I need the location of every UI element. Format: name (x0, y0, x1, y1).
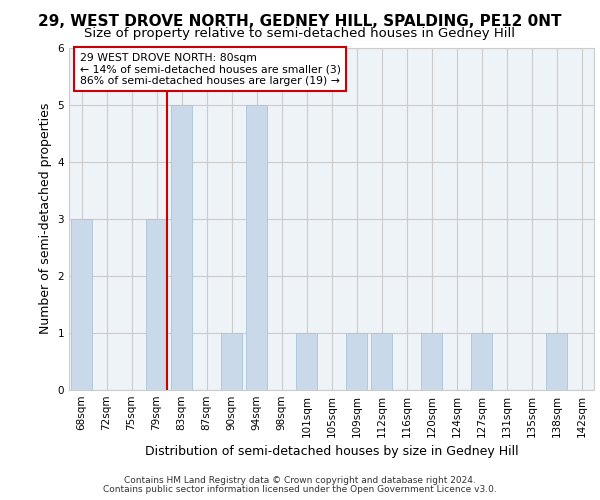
X-axis label: Distribution of semi-detached houses by size in Gedney Hill: Distribution of semi-detached houses by … (145, 446, 518, 458)
Bar (71, 219, 92, 390)
Bar (346, 333, 367, 390)
Text: Contains HM Land Registry data © Crown copyright and database right 2024.: Contains HM Land Registry data © Crown c… (124, 476, 476, 485)
Bar (171, 104, 192, 390)
Bar (146, 219, 167, 390)
Bar (221, 333, 242, 390)
Bar (371, 333, 392, 390)
Text: Contains public sector information licensed under the Open Government Licence v3: Contains public sector information licen… (103, 485, 497, 494)
Text: Size of property relative to semi-detached houses in Gedney Hill: Size of property relative to semi-detach… (85, 28, 515, 40)
Text: 29, WEST DROVE NORTH, GEDNEY HILL, SPALDING, PE12 0NT: 29, WEST DROVE NORTH, GEDNEY HILL, SPALD… (38, 14, 562, 29)
Bar (246, 104, 267, 390)
Bar (471, 333, 492, 390)
Bar (421, 333, 442, 390)
Y-axis label: Number of semi-detached properties: Number of semi-detached properties (39, 103, 52, 334)
Bar (296, 333, 317, 390)
Text: 29 WEST DROVE NORTH: 80sqm
← 14% of semi-detached houses are smaller (3)
86% of : 29 WEST DROVE NORTH: 80sqm ← 14% of semi… (79, 52, 341, 86)
Bar (546, 333, 567, 390)
